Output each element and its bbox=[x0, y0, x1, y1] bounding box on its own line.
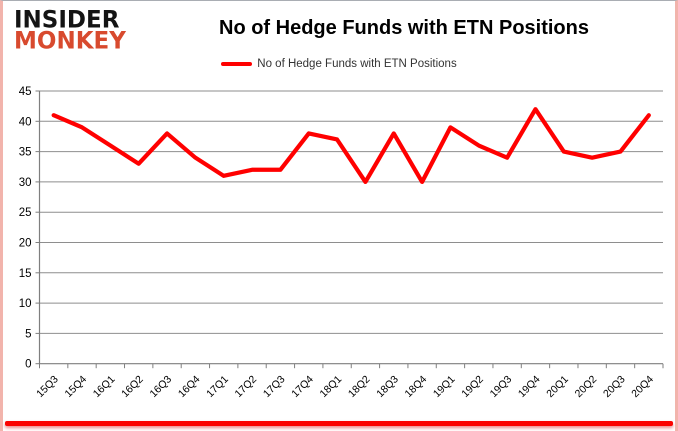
y-tick-label: 20 bbox=[19, 238, 32, 250]
x-tick-label: 18Q2 bbox=[346, 373, 373, 400]
x-tick-label: 16Q2 bbox=[119, 373, 146, 400]
insider-monkey-logo: INSIDER MONKEY bbox=[14, 6, 126, 55]
x-tick-label: 16Q1 bbox=[91, 373, 118, 400]
x-tick-label: 20Q2 bbox=[573, 373, 600, 400]
x-tick-label: 19Q3 bbox=[488, 373, 515, 400]
x-tick-label: 17Q4 bbox=[289, 373, 316, 400]
legend-line-swatch bbox=[221, 62, 253, 66]
y-tick-label: 15 bbox=[19, 268, 32, 280]
logo-text-insider: INSIDER bbox=[14, 6, 120, 34]
x-tick-label: 18Q4 bbox=[403, 373, 430, 400]
y-tick-label: 45 bbox=[19, 86, 32, 98]
bottom-red-bar bbox=[5, 421, 673, 426]
x-tick-label: 19Q4 bbox=[516, 373, 543, 400]
legend: No of Hedge Funds with ETN Positions bbox=[3, 58, 675, 70]
x-tick-label: 17Q2 bbox=[233, 373, 260, 400]
y-tick-label: 35 bbox=[19, 147, 32, 159]
x-tick-label: 20Q1 bbox=[544, 373, 571, 400]
y-tick-label: 5 bbox=[25, 328, 31, 340]
x-tick-label: 20Q4 bbox=[629, 373, 656, 400]
x-tick-label: 15Q4 bbox=[62, 373, 89, 400]
y-tick-label: 0 bbox=[25, 359, 31, 371]
x-tick-label: 18Q1 bbox=[318, 373, 345, 400]
x-tick-label: 17Q1 bbox=[204, 373, 231, 400]
y-tick-label: 10 bbox=[19, 298, 32, 310]
y-tick-label: 25 bbox=[19, 207, 32, 219]
legend-label: No of Hedge Funds with ETN Positions bbox=[257, 58, 457, 70]
x-tick-label: 16Q4 bbox=[176, 373, 203, 400]
x-tick-label: 18Q3 bbox=[374, 373, 401, 400]
hedge-funds-line-chart: 0 5 10 15 20 25 30 35 40 45 15Q3 15Q4 16Q1 16Q2 16Q3 16… bbox=[19, 86, 664, 400]
data-series-line bbox=[51, 107, 651, 184]
x-tick-label: 17Q3 bbox=[261, 373, 288, 400]
y-tick-label: 30 bbox=[19, 177, 32, 189]
x-tick-label: 16Q3 bbox=[148, 373, 175, 400]
y-tick-label: 40 bbox=[19, 116, 32, 128]
x-tick-label: 20Q3 bbox=[601, 373, 628, 400]
chart-title: No of Hedge Funds with ETN Positions bbox=[219, 17, 589, 39]
x-tick-label: 19Q1 bbox=[431, 373, 458, 400]
x-tick-label: 15Q3 bbox=[34, 373, 61, 400]
x-tick-label: 19Q2 bbox=[459, 373, 486, 400]
logo-text-monkey: MONKEY bbox=[14, 27, 126, 55]
